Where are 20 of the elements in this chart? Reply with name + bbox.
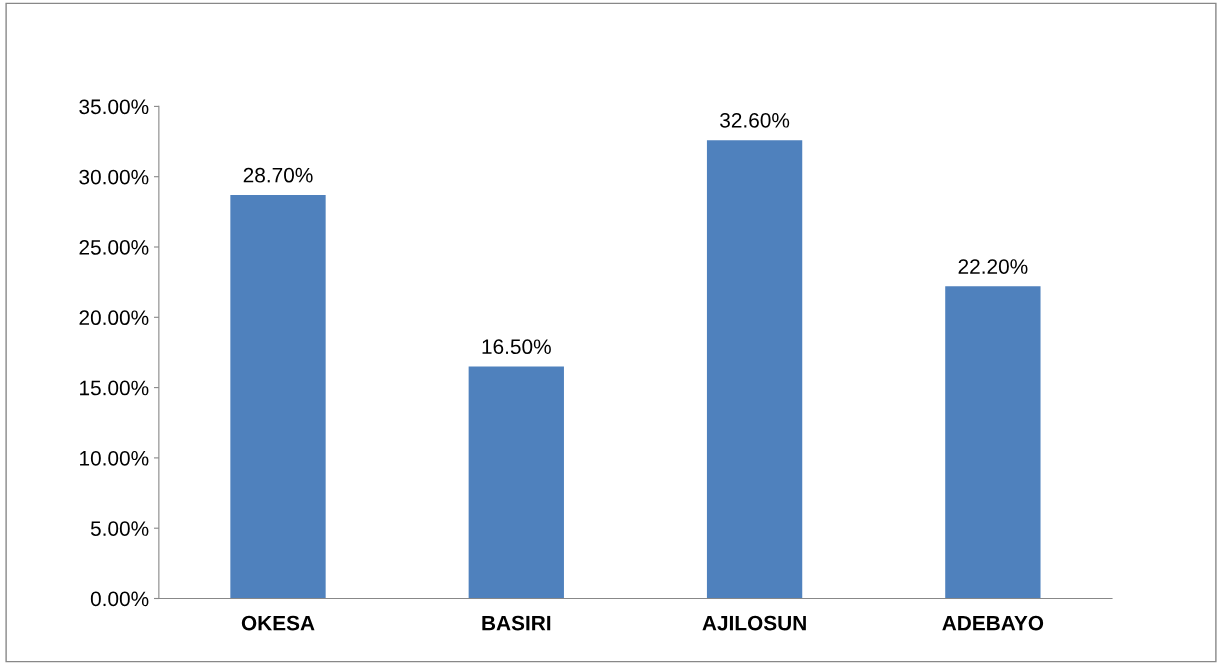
y-tick-label: 25.00% — [79, 240, 149, 255]
bar — [945, 286, 1041, 599]
data-label: 16.50% — [482, 339, 551, 355]
data-label: 22.20% — [958, 259, 1028, 274]
x-tick-label: OKESA — [241, 615, 315, 631]
data-label: 32.60% — [720, 112, 790, 128]
y-tick-label: 5.00% — [90, 521, 149, 536]
y-tick-label: 0.00% — [90, 591, 149, 607]
y-tick-label: 20.00% — [79, 310, 149, 326]
bar — [230, 194, 326, 599]
y-tick-label: 30.00% — [79, 169, 149, 185]
data-label: 28.70% — [243, 167, 313, 183]
x-tick-label: AJILOSUN — [702, 615, 806, 631]
bar — [706, 140, 803, 599]
x-tick-label: ADEBAYO — [942, 615, 1044, 631]
y-tick-label: 15.00% — [80, 380, 149, 396]
y-tick-label: 35.00% — [79, 99, 149, 115]
x-tick-label: BASIRI — [482, 615, 551, 631]
y-tick-label: 10.00% — [80, 450, 149, 466]
bar — [468, 366, 564, 599]
